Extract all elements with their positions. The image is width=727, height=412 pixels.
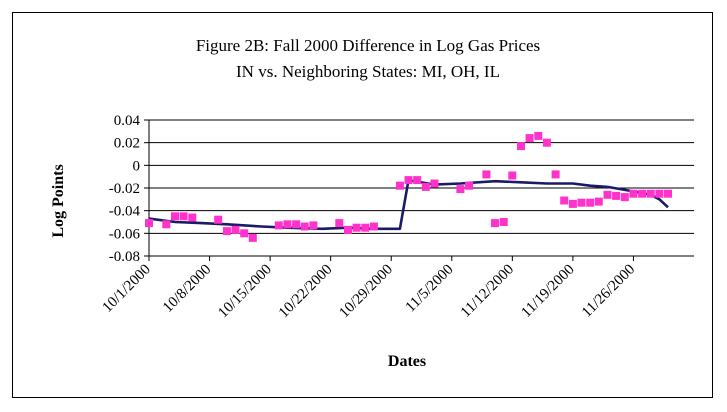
data-point — [646, 189, 655, 198]
x-tick-label: 10/8/2000 — [160, 262, 214, 316]
x-tick-label: 10/15/2000 — [215, 262, 275, 322]
data-point — [664, 189, 672, 198]
data-point — [542, 138, 551, 147]
y-tick-label: 0 — [133, 158, 141, 174]
data-point — [344, 225, 352, 234]
x-tick-labels: 10/1/2000 10/8/2000 10/15/2000 10/22/2000 10… — [99, 262, 638, 322]
data-point — [525, 134, 534, 143]
data-point — [577, 198, 586, 207]
x-tick-label: 10/1/2000 — [99, 262, 153, 316]
data-point — [395, 181, 404, 190]
data-point — [145, 219, 153, 228]
data-point — [179, 212, 188, 221]
data-point — [404, 176, 413, 185]
x-tick-label: 10/22/2000 — [276, 262, 336, 322]
data-point — [465, 181, 474, 190]
axes — [144, 119, 694, 261]
x-axis-title: Dates — [388, 353, 426, 370]
y-tick-label: 0.04 — [114, 113, 141, 129]
data-point — [248, 233, 257, 242]
data-point — [508, 171, 517, 180]
data-point — [655, 189, 664, 198]
data-point — [352, 223, 361, 232]
data-point — [240, 229, 249, 238]
data-point — [421, 182, 430, 191]
data-point — [292, 220, 301, 229]
data-point — [456, 185, 465, 194]
data-point — [594, 197, 603, 206]
chart: Figure 2B: Fall 2000 Difference in Log G… — [50, 36, 694, 370]
x-tick-label: 10/29/2000 — [336, 262, 396, 322]
x-tick-label: 11/12/2000 — [458, 262, 517, 321]
data-point — [214, 215, 223, 224]
data-point — [309, 221, 318, 230]
data-point — [171, 212, 179, 221]
data-point — [274, 221, 283, 230]
chart-title-line-2: IN vs. Neighboring States: MI, OH, IL — [236, 62, 500, 81]
data-point — [430, 179, 439, 188]
x-tick-label: 11/26/2000 — [579, 262, 638, 321]
data-point — [629, 189, 638, 198]
chart-frame: Figure 2B: Fall 2000 Difference in Log G… — [12, 12, 713, 398]
data-point — [482, 170, 491, 179]
data-point — [534, 131, 543, 140]
data-point — [283, 220, 292, 229]
y-tick-label: -0.08 — [109, 249, 140, 265]
data-point — [568, 199, 577, 208]
data-point — [369, 222, 378, 231]
x-tick-label: 11/19/2000 — [518, 262, 577, 321]
data-point — [222, 227, 231, 236]
data-point — [517, 142, 525, 151]
chart-title-line-1: Figure 2B: Fall 2000 Difference in Log G… — [196, 36, 540, 55]
y-tick-label: -0.06 — [109, 226, 141, 242]
data-point — [491, 219, 499, 228]
x-tick-label: 11/5/2000 — [403, 262, 457, 316]
y-axis-title: Log Points — [50, 164, 67, 237]
y-tick-label: -0.02 — [109, 181, 140, 197]
y-tick-labels: 0.04 0.02 0 -0.02 -0.04 -0.06 -0.08 — [109, 113, 141, 265]
data-point — [335, 219, 344, 228]
data-point — [620, 193, 629, 202]
data-point — [638, 189, 647, 198]
data-point — [603, 190, 612, 199]
data-point — [188, 213, 197, 222]
series-layer — [145, 131, 672, 242]
data-point — [612, 191, 621, 200]
gridlines — [149, 119, 694, 234]
y-tick-label: -0.04 — [109, 204, 141, 220]
data-point — [560, 196, 569, 205]
data-point — [413, 176, 422, 185]
y-tick-label: 0.02 — [114, 136, 140, 152]
data-point — [361, 223, 370, 232]
data-point — [231, 225, 240, 234]
data-point — [499, 218, 508, 226]
data-point — [300, 222, 309, 231]
data-point — [162, 220, 171, 229]
data-point — [586, 198, 595, 207]
data-point — [551, 170, 560, 179]
